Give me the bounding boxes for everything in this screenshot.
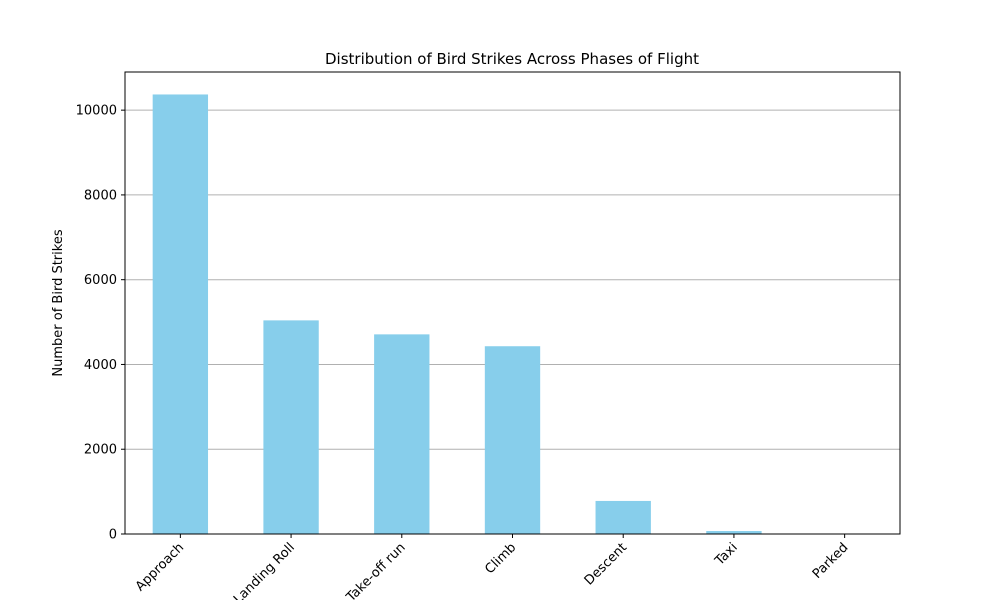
bars: [152, 94, 873, 534]
y-tick-label: 10000: [76, 104, 117, 119]
x-axis-ticks: Approach Landing Roll Take-off run Climb Des…: [133, 534, 852, 600]
bar-approach: [152, 94, 209, 534]
bar-take-off-run: [374, 334, 430, 534]
y-tick-label: 6000: [84, 273, 117, 288]
y-axis-label: Number of Bird Strikes: [51, 229, 66, 376]
bar-climb: [484, 346, 541, 534]
x-tick-label: Take-off run: [343, 540, 408, 600]
y-tick-label: 2000: [84, 443, 117, 458]
x-tick-label: Climb: [482, 540, 519, 577]
y-tick-label: 4000: [84, 358, 117, 373]
y-axis-ticks: 0 2000 4000 6000 8000 10000: [76, 104, 125, 543]
bar-descent: [595, 500, 651, 534]
gridlines: [125, 109, 900, 450]
x-tick-label: Approach: [133, 540, 187, 594]
bar-landing-roll: [263, 320, 319, 534]
x-tick-label: Parked: [810, 540, 852, 582]
y-tick-label: 0: [109, 528, 117, 543]
bar-taxi: [706, 531, 762, 534]
x-tick-label: Descent: [582, 540, 630, 588]
y-tick-label: 8000: [84, 188, 117, 203]
x-tick-label: Taxi: [712, 540, 741, 569]
x-tick-label: Landing Roll: [231, 540, 298, 600]
chart-title: Distribution of Bird Strikes Across Phas…: [325, 50, 699, 68]
